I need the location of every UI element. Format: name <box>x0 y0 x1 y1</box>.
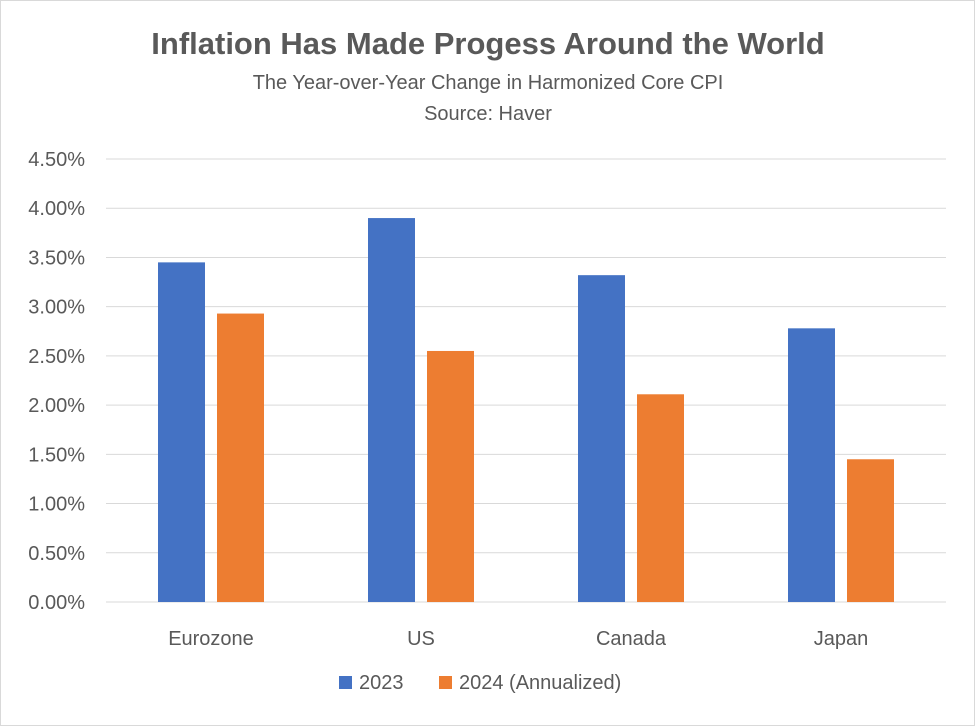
y-tick-label: 0.00% <box>28 592 85 614</box>
y-tick-label: 0.50% <box>28 543 85 565</box>
bar-us-series-2 <box>427 350 474 602</box>
y-tick-label: 4.50% <box>28 149 85 171</box>
x-category-label: US <box>407 628 435 650</box>
chart-subtitle: The Year-over-Year Change in Harmonized … <box>253 72 724 94</box>
y-tick-label: 3.50% <box>28 247 85 269</box>
bar-canada-series-2 <box>637 394 684 602</box>
bar-eurozone-series-2 <box>217 313 264 602</box>
legend-swatch <box>339 676 352 689</box>
bars <box>158 218 894 603</box>
x-category-label: Eurozone <box>168 628 254 650</box>
chart-title: Inflation Has Made Progess Around the Wo… <box>151 26 824 61</box>
x-category-label: Canada <box>596 628 667 650</box>
legend-label: 2024 (Annualized) <box>459 672 621 694</box>
x-axis-category-labels: Eurozone US Canada Japan <box>168 628 868 650</box>
bar-japan-series-2 <box>847 459 894 602</box>
y-tick-label: 1.00% <box>28 494 85 516</box>
legend-label: 2023 <box>359 672 404 694</box>
x-category-label: Japan <box>814 628 869 650</box>
y-tick-label: 1.50% <box>28 444 85 466</box>
bar-eurozone-series-1 <box>158 262 205 602</box>
y-tick-label: 4.00% <box>28 198 85 220</box>
y-tick-label: 2.50% <box>28 346 85 368</box>
chart-source: Source: Haver <box>424 103 552 125</box>
legend-swatch <box>439 676 452 689</box>
bar-japan-series-1 <box>788 328 835 602</box>
bar-canada-series-1 <box>578 275 625 602</box>
y-axis-tick-labels: 0.00% 0.50% 1.00% 1.50% 2.00% 2.50% 3.00% 3.50%… <box>28 149 85 614</box>
legend: 2023 2024 (Annualized) <box>339 672 621 694</box>
y-tick-label: 3.00% <box>28 297 85 319</box>
y-tick-label: 2.00% <box>28 395 85 417</box>
bar-us-series-1 <box>368 218 415 603</box>
